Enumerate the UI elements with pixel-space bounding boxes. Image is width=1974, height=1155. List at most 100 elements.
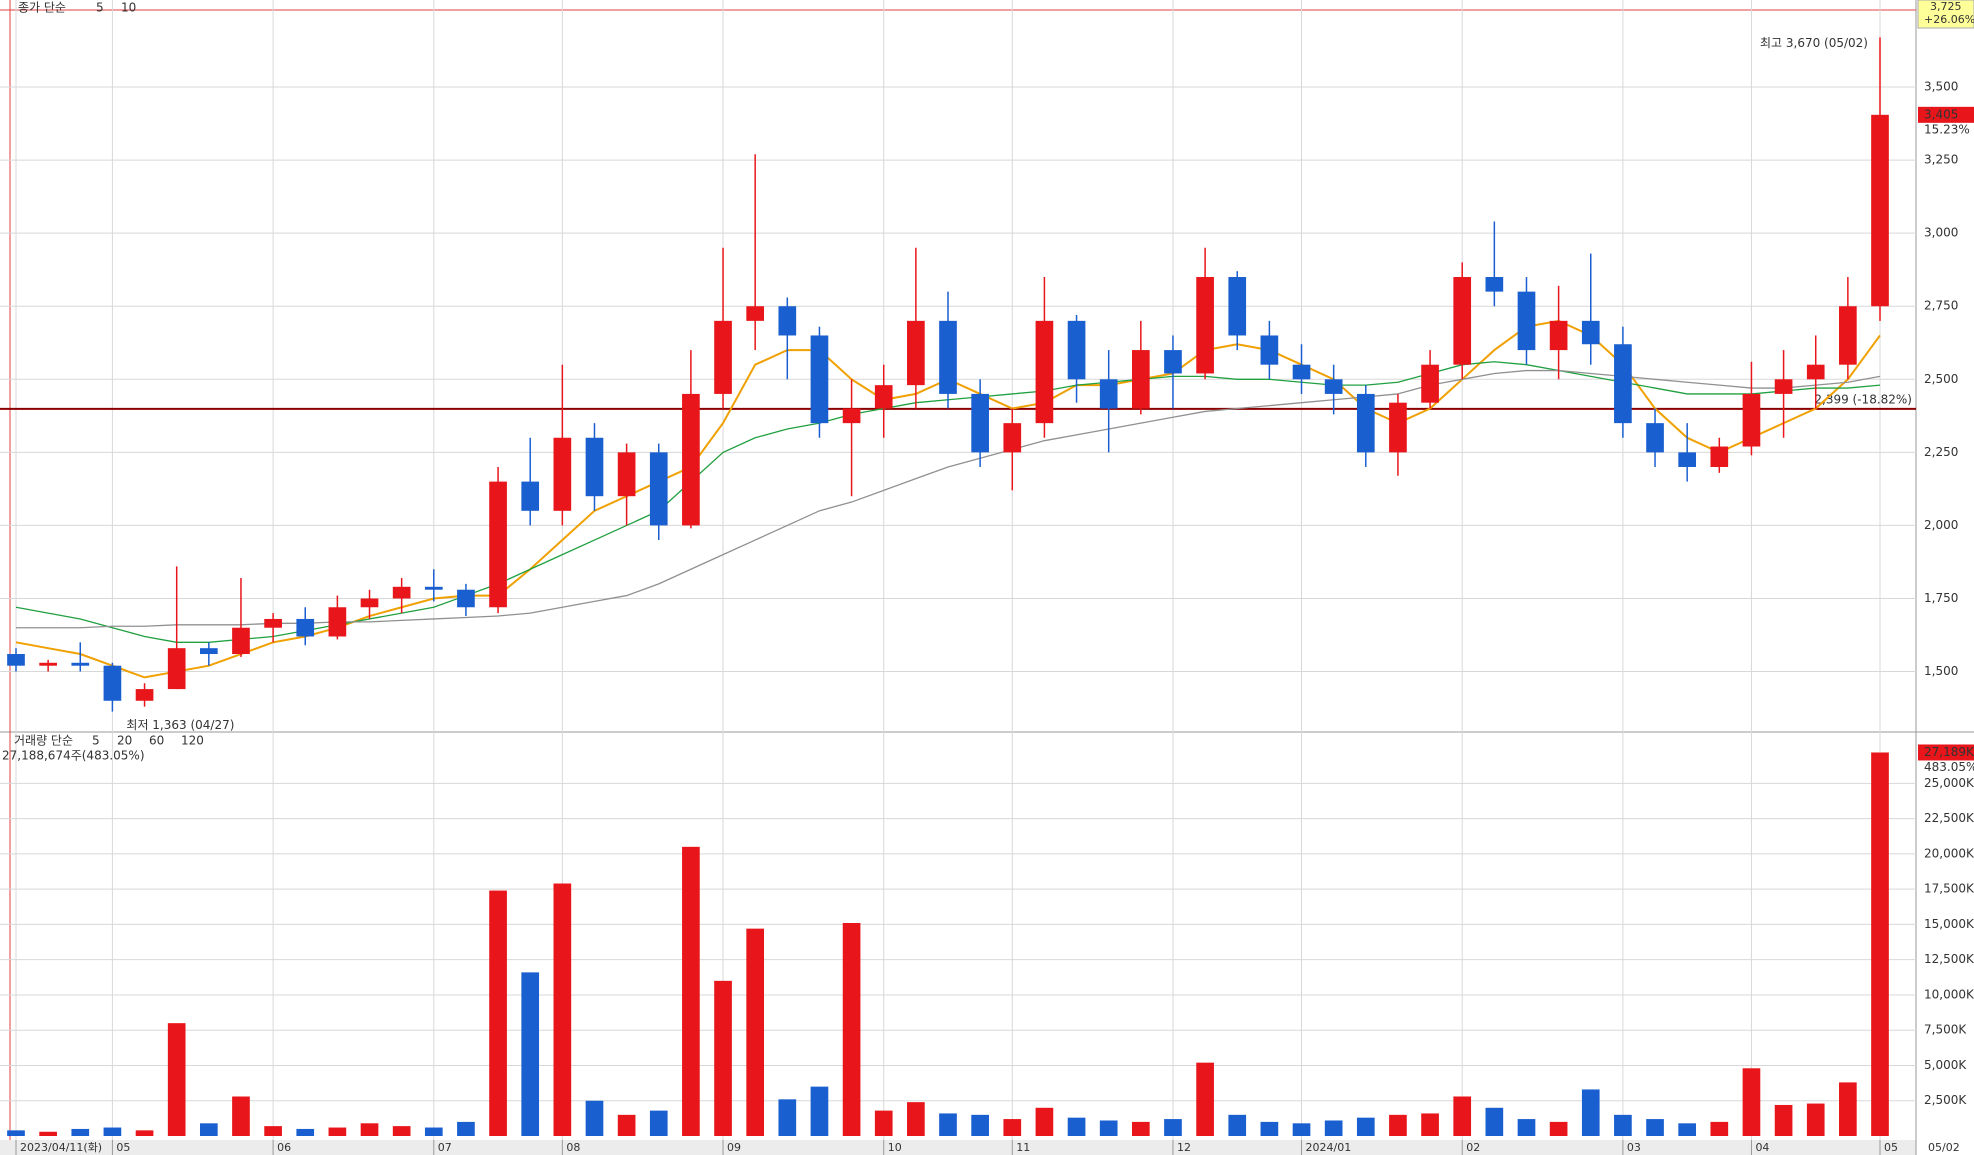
volume-bar <box>521 972 540 1136</box>
volume-bar <box>810 1086 829 1136</box>
volume-bar <box>1742 1068 1761 1136</box>
y-tick-label: 2,500K <box>1924 1093 1967 1107</box>
top-price: 3,725 <box>1930 0 1962 13</box>
y-tick-label: 10,000K <box>1924 987 1974 1001</box>
volume-bar <box>585 1100 604 1136</box>
candle-body <box>649 452 668 526</box>
candle-body <box>264 618 282 628</box>
volume-bar <box>1549 1121 1568 1136</box>
candle-body <box>1164 350 1182 374</box>
volume-bar <box>199 1123 218 1136</box>
volume-bar <box>135 1130 154 1136</box>
y-tick-label: 20,000K <box>1924 846 1974 860</box>
volume-bar <box>1678 1123 1697 1136</box>
candle-body <box>617 452 636 497</box>
candle-body <box>1485 277 1504 292</box>
volume-bar <box>1581 1089 1600 1136</box>
x-tick-label: 03 <box>1627 1141 1641 1154</box>
candle-body <box>1581 320 1600 345</box>
volume-bar <box>1614 1114 1632 1136</box>
y-tick-label: 17,500K <box>1924 882 1974 896</box>
y-tick-label: 15,000K <box>1924 917 1974 931</box>
candle-body <box>1871 114 1889 307</box>
candle-body <box>1067 320 1086 380</box>
candle-body <box>1099 379 1118 409</box>
volume-bar <box>907 1102 925 1136</box>
volume-total: 27,188,674주(483.05%) <box>2 749 145 763</box>
y-tick-label: 2,250 <box>1924 445 1958 459</box>
candle-body <box>71 662 90 666</box>
volume-bar <box>392 1126 411 1136</box>
end-date: 05/02 <box>1928 1141 1960 1154</box>
candle-body <box>1839 306 1857 365</box>
candle-body <box>135 689 154 701</box>
candle-body <box>907 320 925 386</box>
last-price: 3,405 <box>1924 107 1958 121</box>
y-tick-label: 7,500K <box>1924 1023 1967 1037</box>
x-tick-label: 04 <box>1755 1141 1769 1154</box>
candle-body <box>103 665 122 701</box>
x-tick-label: 09 <box>727 1141 741 1154</box>
candle-body <box>489 481 507 608</box>
y-tick-label: 3,000 <box>1924 226 1958 240</box>
volume-bar <box>264 1126 282 1136</box>
candle-body <box>1003 423 1022 453</box>
candle-body <box>7 654 25 666</box>
candle-body <box>1196 277 1214 374</box>
volume-bar <box>714 980 732 1136</box>
volume-bar <box>1260 1121 1279 1136</box>
volume-bar <box>939 1113 957 1136</box>
candle-body <box>1742 393 1761 447</box>
volume-bar <box>1164 1119 1182 1136</box>
volume-bar <box>39 1131 57 1136</box>
candle-body <box>1228 277 1247 336</box>
volume-bar <box>649 1110 668 1136</box>
candle-body <box>328 607 347 637</box>
y-tick-label: 2,750 <box>1924 299 1958 313</box>
volume-bar <box>489 890 507 1136</box>
candle-body <box>1774 379 1793 394</box>
legend-item: 60 <box>149 734 164 748</box>
volume-bar <box>1389 1114 1407 1136</box>
y-tick-label: 3,250 <box>1924 153 1958 167</box>
candle-body <box>1389 402 1407 453</box>
volume-bar <box>874 1110 893 1136</box>
candle-body <box>1517 291 1536 351</box>
candle-body <box>1678 452 1697 467</box>
y-tick-label: 12,500K <box>1924 952 1974 966</box>
candle-body <box>585 437 604 497</box>
candle-body <box>392 586 411 599</box>
candle-body <box>39 662 57 666</box>
volume-bar <box>1710 1121 1729 1136</box>
volume-bar <box>617 1114 636 1136</box>
volume-bar <box>971 1114 989 1136</box>
candle-body <box>1710 446 1729 467</box>
candle-body <box>746 306 765 321</box>
volume-bar <box>1099 1120 1118 1136</box>
candle-body <box>874 385 893 409</box>
y-tick-label: 25,000K <box>1924 776 1974 790</box>
x-tick-label: 07 <box>438 1141 452 1154</box>
volume-value-label: 27,189K <box>1924 745 1974 759</box>
volume-bar <box>1806 1103 1825 1136</box>
y-tick-label: 1,500 <box>1924 664 1958 678</box>
candle-body <box>1260 335 1279 365</box>
last-change: 15.23% <box>1924 122 1970 136</box>
volume-bar <box>1839 1082 1857 1136</box>
volume-bar <box>360 1123 379 1136</box>
candle-body <box>1131 350 1150 409</box>
volume-bar <box>1131 1121 1150 1136</box>
y-tick-label: 22,500K <box>1924 811 1974 825</box>
volume-bar <box>553 883 572 1136</box>
x-tick-label: 2024/01 <box>1306 1141 1352 1154</box>
candle-body <box>553 437 572 511</box>
volume-change: 483.05% <box>1924 760 1974 774</box>
candle-body <box>232 627 250 655</box>
y-tick-label: 1,750 <box>1924 591 1958 605</box>
legend-title: 거래량 단순 <box>14 734 73 748</box>
price-box <box>1918 106 1974 123</box>
candle-body <box>1035 320 1054 424</box>
volume-bar <box>7 1130 25 1136</box>
volume-bar <box>457 1121 475 1136</box>
